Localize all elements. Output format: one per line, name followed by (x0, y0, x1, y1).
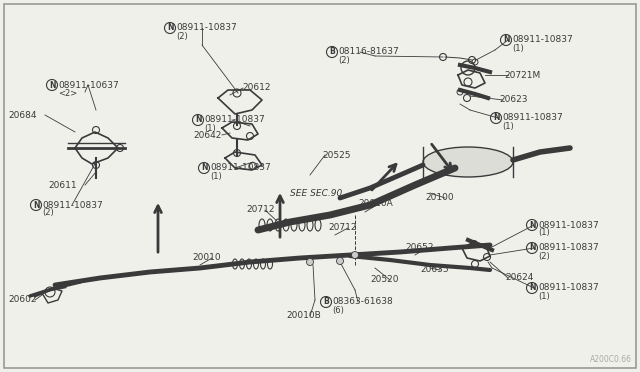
Text: 08363-61638: 08363-61638 (333, 298, 393, 307)
Text: (1): (1) (502, 122, 515, 131)
Text: 08116-81637: 08116-81637 (339, 48, 399, 57)
Text: 20652: 20652 (405, 244, 433, 253)
Text: B: B (329, 48, 335, 57)
Text: (1): (1) (538, 228, 550, 237)
Text: (2): (2) (42, 208, 54, 218)
Text: 20010: 20010 (192, 253, 221, 263)
Text: 20623: 20623 (499, 96, 527, 105)
Text: (1): (1) (538, 292, 550, 301)
Text: 20602: 20602 (8, 295, 36, 305)
Text: 20612: 20612 (242, 83, 271, 93)
Text: N: N (493, 113, 499, 122)
Text: 20635: 20635 (420, 266, 449, 275)
Circle shape (351, 251, 358, 259)
Text: 20721M: 20721M (504, 71, 540, 80)
Text: 08911-10837: 08911-10837 (538, 283, 599, 292)
Text: 08911-10837: 08911-10837 (502, 113, 563, 122)
Text: (2): (2) (538, 251, 550, 260)
Text: N: N (529, 244, 535, 253)
Text: N: N (503, 35, 509, 45)
Text: 08911-10837: 08911-10837 (177, 23, 237, 32)
Text: 20642: 20642 (193, 131, 221, 140)
Text: N: N (49, 80, 55, 90)
Text: 08911-10637: 08911-10637 (58, 80, 119, 90)
Text: (6): (6) (333, 305, 344, 314)
Text: N: N (201, 164, 207, 173)
Text: (1): (1) (205, 124, 216, 132)
Text: 20611: 20611 (48, 180, 77, 189)
Text: (2): (2) (177, 32, 188, 41)
Text: 20712: 20712 (328, 224, 356, 232)
Text: N: N (529, 283, 535, 292)
Text: (1): (1) (513, 44, 524, 52)
Circle shape (307, 259, 314, 266)
Text: N: N (529, 221, 535, 230)
Text: B: B (323, 298, 329, 307)
Text: N: N (195, 115, 201, 125)
Text: 08911-10837: 08911-10837 (211, 164, 271, 173)
Text: SEE SEC.90: SEE SEC.90 (290, 189, 342, 198)
Ellipse shape (423, 147, 513, 177)
Text: (2): (2) (339, 55, 350, 64)
Text: 20010A: 20010A (358, 199, 393, 208)
Text: 08911-10837: 08911-10837 (42, 201, 103, 209)
Text: 20525: 20525 (322, 151, 351, 160)
Text: N: N (167, 23, 173, 32)
Circle shape (337, 257, 344, 264)
Text: 20712: 20712 (246, 205, 275, 215)
Text: 08911-10837: 08911-10837 (205, 115, 265, 125)
Text: <2>: <2> (58, 89, 77, 97)
Text: 20100: 20100 (425, 193, 454, 202)
Text: 08911-10837: 08911-10837 (538, 221, 599, 230)
Text: 20684: 20684 (8, 110, 36, 119)
Text: (1): (1) (211, 171, 222, 180)
Text: A200C0.66: A200C0.66 (590, 355, 632, 364)
Text: 08911-10837: 08911-10837 (513, 35, 573, 45)
Text: 08911-10837: 08911-10837 (538, 244, 599, 253)
Text: 20624: 20624 (505, 273, 533, 282)
Text: 20010B: 20010B (286, 311, 321, 321)
Text: 20520: 20520 (370, 276, 399, 285)
Text: N: N (33, 201, 39, 209)
